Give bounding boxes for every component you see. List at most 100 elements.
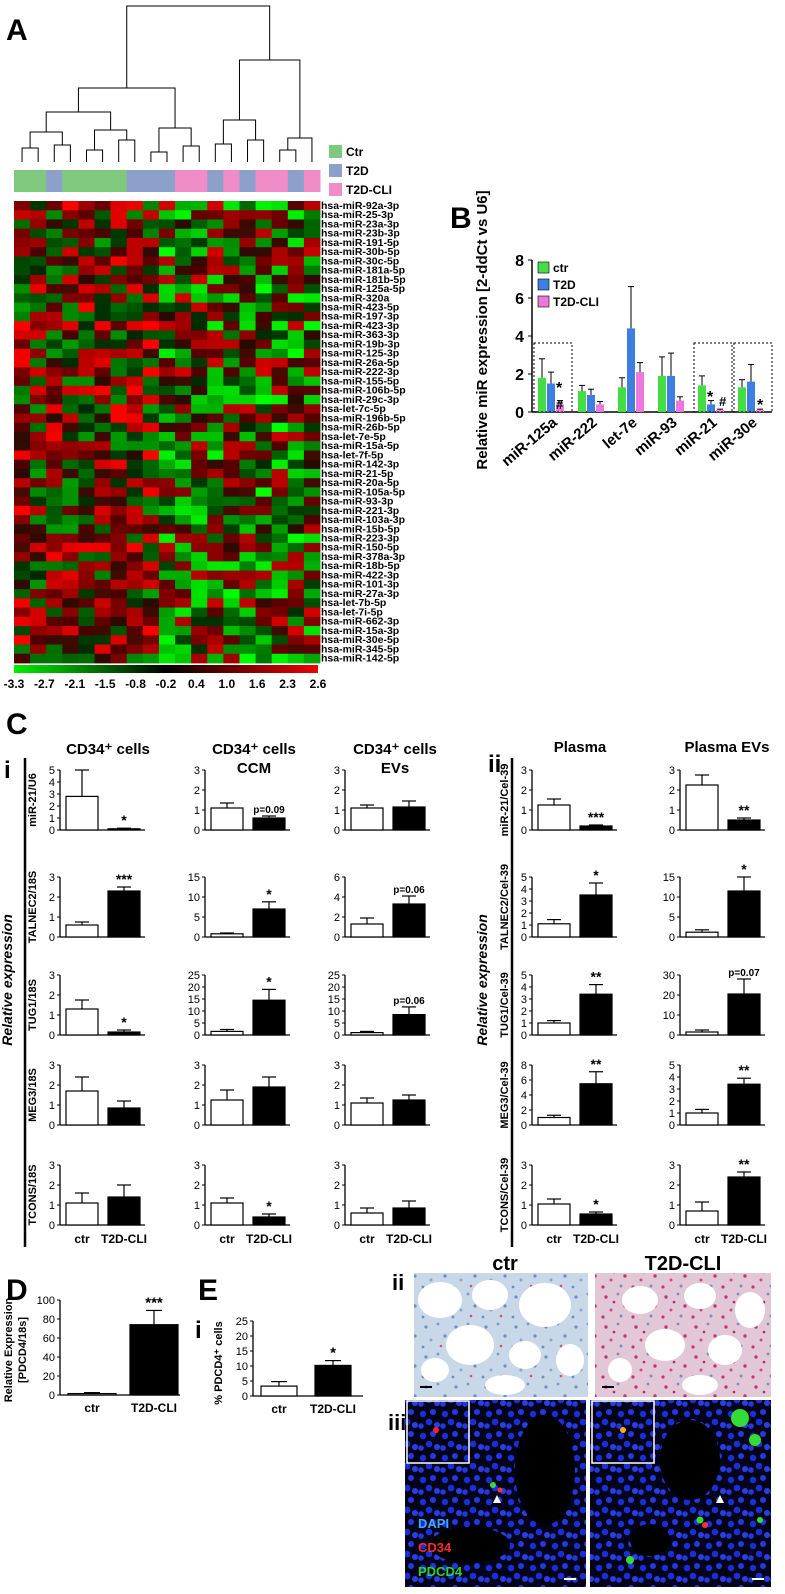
heatmap-cell [78, 432, 95, 442]
heatmap-cell [62, 616, 79, 627]
heatmap-cell [287, 293, 305, 304]
heatmap-cell [30, 644, 47, 655]
heatmap-cell [14, 552, 31, 562]
heatmap-cell [110, 330, 128, 340]
heatmap-cell [78, 201, 95, 211]
heatmap-cell [46, 450, 63, 461]
gene-label: hsa-miR-29c-3p [321, 394, 399, 406]
heatmap-cell [239, 201, 256, 211]
heatmap-cell [30, 293, 47, 304]
y-tick-label: 25 [236, 1316, 248, 1328]
heatmap-cell [30, 358, 47, 368]
heatmap-cell [271, 589, 289, 599]
heatmap-cell [239, 542, 256, 553]
heatmap-cell [207, 339, 224, 350]
heatmap-cell [207, 450, 224, 461]
heatmap-cell [191, 542, 208, 553]
bar [658, 375, 666, 412]
heatmap-cell [207, 422, 224, 433]
heatmap-cell [14, 348, 31, 359]
heatmap-cell [239, 607, 256, 618]
heatmap-cell [30, 533, 47, 544]
heatmap-cell [94, 256, 112, 267]
heatmap-cell [175, 635, 192, 645]
heatmap-cell [255, 626, 273, 636]
y-tick-label: 20 [328, 982, 340, 994]
heatmap-cell [207, 441, 224, 451]
heatmap-cell [62, 422, 79, 433]
y-tick-label: 1 [521, 805, 527, 817]
heatmap-cell [271, 210, 289, 220]
heatmap-cell [30, 302, 47, 313]
heatmap-cell [191, 589, 208, 599]
heatmap-cell [303, 468, 321, 479]
heatmap-cell [110, 468, 128, 479]
heatmap-cell [158, 579, 176, 590]
y-tick-label: 3 [334, 1060, 340, 1072]
heatmap-cell [78, 293, 95, 304]
heatmap-cell [30, 579, 47, 590]
heatmap-cell [46, 589, 63, 599]
heatmap-cell [271, 284, 289, 294]
gene-label: hsa-miR-18b-5p [321, 560, 400, 572]
y-tick-label: 0 [194, 1030, 200, 1042]
heatmap-cell [142, 459, 160, 470]
group-bar-cell [191, 170, 208, 192]
heatmap-cell [110, 626, 128, 636]
heatmap-cell [255, 653, 273, 664]
heatmap-cell [239, 515, 256, 525]
heatmap-cell [94, 459, 112, 470]
heatmap-cell [126, 247, 144, 257]
bar-ctr [350, 807, 384, 831]
y-tick-label: 3 [49, 970, 55, 982]
heatmap-cell [30, 422, 47, 433]
heatmap-cell [110, 478, 128, 488]
bar [698, 385, 706, 412]
gene-label: hsa-miR-15a-3p [321, 625, 399, 637]
heatmap-cell [110, 210, 128, 220]
y-tick-label: 20 [188, 982, 200, 994]
heatmap-cell [142, 579, 160, 590]
heatmap-cell [158, 201, 176, 211]
heatmap-cell [303, 404, 321, 414]
heatmap-cell [175, 422, 192, 433]
heatmap-cell [14, 570, 31, 581]
heatmap-cell [239, 265, 256, 276]
heatmap-cell [255, 413, 273, 424]
heatmap-cell [223, 302, 240, 313]
y-tick-label: 0 [49, 1390, 55, 1402]
heatmap-cell [271, 505, 289, 516]
heatmap-cell [158, 524, 176, 535]
y-tick-label: 0 [521, 825, 527, 837]
heatmap-cell [271, 376, 289, 387]
dendrogram-branch [21, 147, 39, 162]
heatmap-cell [78, 302, 95, 313]
heatmap-cell [30, 524, 47, 535]
gene-label: hsa-miR-105a-5p [321, 486, 405, 498]
heatmap-cell [158, 348, 176, 359]
heatmap-cell [255, 487, 273, 498]
heatmap-cell [255, 552, 273, 562]
heatmap-cell [46, 348, 63, 359]
bar-ctr [65, 1090, 99, 1126]
heatmap-cell [126, 635, 144, 645]
bar-t2d-cli [107, 1196, 141, 1226]
heatmap-cell [14, 533, 31, 544]
heatmap-cell [94, 201, 112, 211]
y-tick-label: 25 [188, 970, 200, 982]
heatmap-cell [14, 201, 31, 211]
y-tick-label: 4 [521, 982, 527, 994]
heatmap-cell [255, 274, 273, 285]
heatmap-cell [14, 459, 31, 470]
heatmap-cell [158, 626, 176, 636]
panel-label-a: A [6, 14, 28, 47]
heatmap-cell [239, 459, 256, 470]
heatmap-cell [223, 265, 240, 276]
heatmap-cell [142, 542, 160, 553]
heatmap-cell [207, 413, 224, 424]
heatmap-cell [191, 302, 208, 313]
y-tick-label: 2 [194, 1080, 200, 1092]
heatmap-cell [126, 284, 144, 294]
heatmap-cell [62, 524, 79, 535]
heatmap-cell [271, 644, 289, 655]
